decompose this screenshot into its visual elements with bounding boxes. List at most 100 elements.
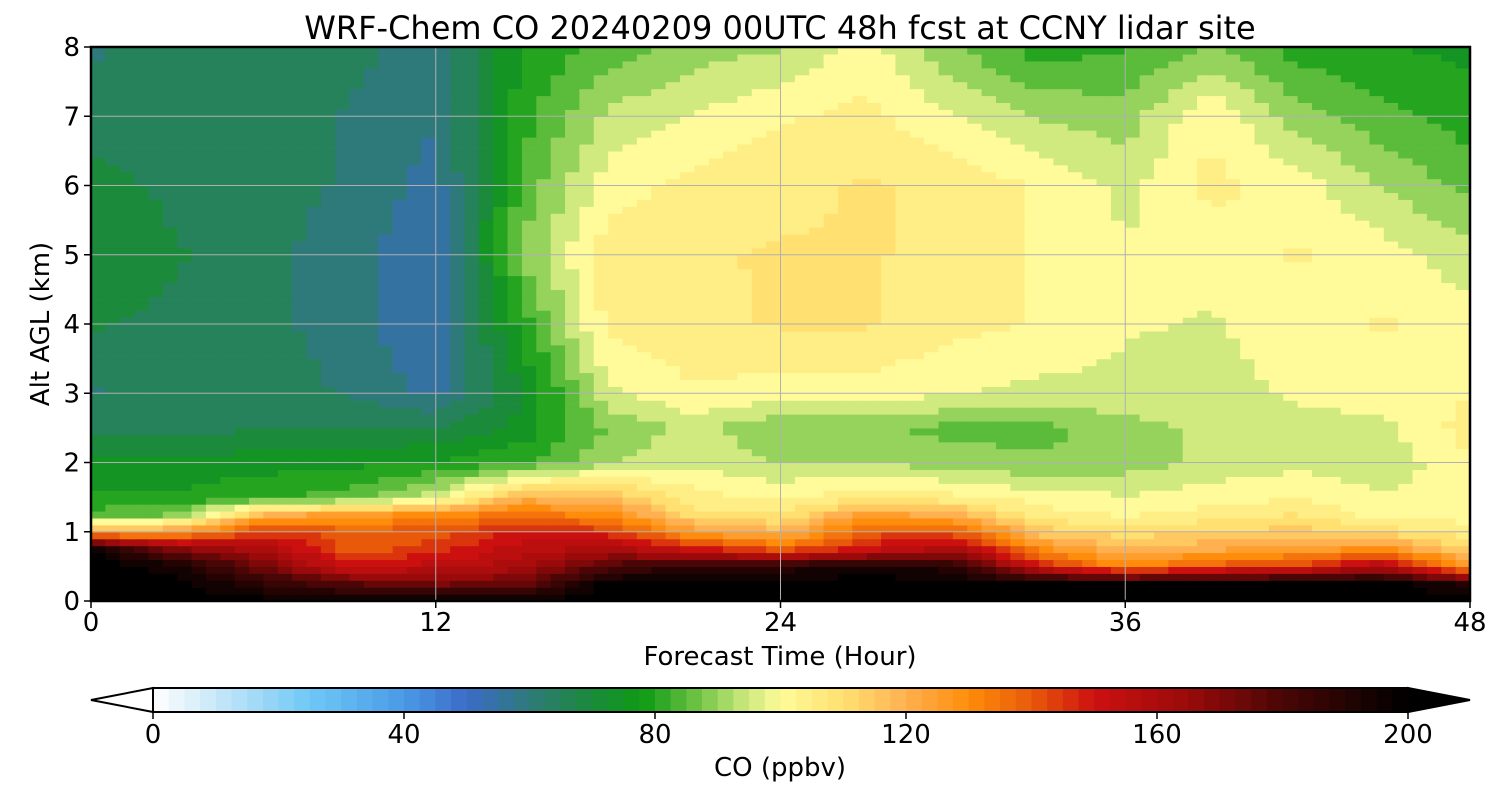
contour-cell (392, 386, 408, 394)
contour-cell (119, 573, 135, 581)
contour-cell (507, 455, 523, 464)
contour-cell (162, 531, 178, 540)
contour-cell (464, 573, 480, 581)
contour-cell (938, 303, 954, 311)
contour-cell (766, 330, 782, 339)
contour-cell (349, 545, 365, 554)
contour-cell (507, 303, 523, 311)
contour-cell (177, 247, 193, 256)
contour-cell (565, 538, 580, 547)
contour-cell (766, 531, 782, 540)
contour-cell (1182, 247, 1198, 256)
contour-cell (1426, 268, 1442, 277)
contour-cell (651, 552, 667, 561)
contour-cell (119, 330, 135, 339)
contour-cell (1024, 441, 1040, 450)
contour-cell (1326, 261, 1342, 270)
contour-cell (967, 261, 983, 270)
contour-cell (751, 310, 767, 318)
contour-cell (205, 393, 221, 401)
contour-cell (608, 407, 624, 415)
contour-cell (263, 351, 279, 360)
contour-cell (866, 545, 882, 554)
contour-cell (220, 296, 236, 304)
contour-cell (938, 247, 954, 256)
contour-cell (292, 531, 308, 540)
contour-cell (1441, 462, 1457, 471)
contour-cell (349, 434, 365, 443)
contour-cell (1168, 448, 1184, 457)
contour-cell (751, 407, 767, 415)
contour-cell (679, 303, 695, 311)
contour-cell (105, 393, 121, 401)
contour-cell (723, 594, 738, 601)
contour-cell (1441, 490, 1457, 498)
contour-cell (478, 344, 494, 353)
contour-cell (263, 587, 279, 595)
contour-cell (177, 365, 193, 374)
contour-cell (1197, 414, 1213, 422)
contour-cell (320, 559, 336, 567)
contour-cell (134, 441, 150, 450)
contour-cell (952, 247, 968, 256)
contour-cell (162, 441, 178, 450)
contour-cell (363, 337, 379, 346)
contour-cell (766, 545, 782, 554)
contour-cell (866, 566, 882, 574)
contour-cell (363, 303, 379, 311)
contour-cell (1039, 573, 1055, 581)
contour-cell (306, 372, 322, 380)
contour-cell (119, 490, 135, 498)
contour-cell (1441, 469, 1457, 477)
contour-cell (1082, 497, 1098, 505)
contour-cell (823, 420, 839, 429)
contour-cell (105, 344, 121, 353)
contour-cell (335, 386, 351, 394)
contour-cell (679, 538, 695, 547)
contour-cell (952, 268, 968, 277)
contour-cell (694, 455, 710, 464)
contour-cell (1139, 268, 1155, 277)
contour-cell (191, 310, 207, 318)
contour-cell (105, 545, 121, 554)
contour-cell (105, 427, 121, 436)
contour-cell (134, 559, 150, 567)
contour-cell (1082, 538, 1098, 547)
contour-cell (277, 268, 293, 277)
contour-cell (651, 524, 667, 533)
contour-cell (1398, 268, 1414, 277)
contour-cell (1024, 545, 1040, 554)
contour-cell (837, 310, 853, 318)
contour-cell (205, 517, 221, 526)
contour-cell (1455, 455, 1470, 464)
contour-cell (1110, 497, 1126, 505)
contour-cell (177, 261, 193, 270)
contour-cell (679, 344, 695, 353)
contour-cell (407, 317, 422, 325)
contour-cell (1369, 240, 1385, 249)
contour-cell (407, 594, 422, 601)
contour-cell (1010, 490, 1026, 498)
contour-cell (478, 351, 494, 360)
contour-cell (1082, 587, 1098, 595)
contour-cell (1225, 566, 1241, 574)
contour-cell (837, 483, 853, 491)
contour-cell (306, 275, 322, 284)
contour-cell (91, 365, 106, 374)
contour-cell (1297, 330, 1313, 339)
contour-cell (737, 247, 753, 256)
contour-cell (148, 289, 164, 297)
contour-cell (952, 580, 968, 588)
contour-cell (306, 434, 322, 443)
contour-cell (1311, 268, 1327, 277)
contour-cell (349, 303, 365, 311)
contour-cell (1297, 420, 1313, 429)
contour-cell (450, 400, 466, 408)
contour-cell (565, 414, 580, 422)
contour-cell (723, 462, 738, 471)
contour-cell (679, 296, 695, 304)
contour-cell (378, 441, 394, 450)
contour-cell (335, 580, 351, 588)
contour-cell (277, 559, 293, 567)
contour-cell (608, 420, 624, 429)
